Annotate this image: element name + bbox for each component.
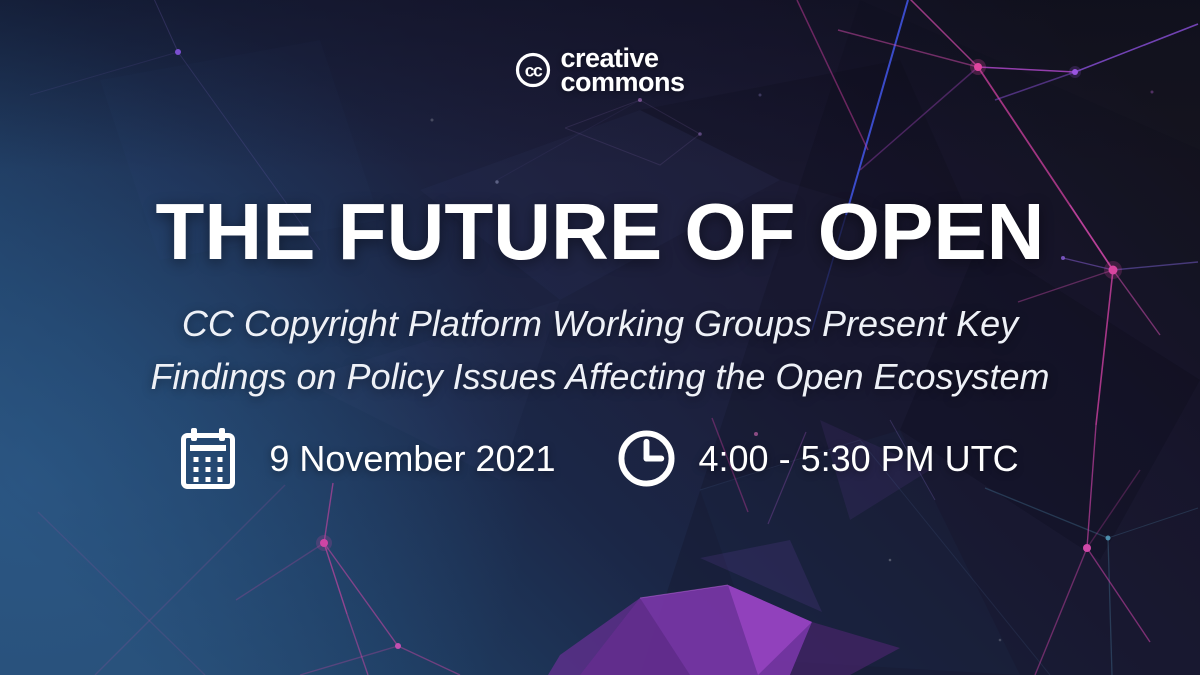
cc-logo-letters: cc [525, 61, 543, 81]
brand-logo: cc creative commons [0, 43, 1200, 98]
event-time: 4:00 - 5:30 PM UTC [698, 437, 1019, 479]
date-info: 9 November 2021 [181, 428, 556, 489]
brand-logo-line-1: creative [560, 43, 659, 73]
clock-icon [618, 430, 675, 487]
brand-logo-line-2: commons [560, 67, 685, 98]
event-info-row: 9 November 2021 4:00 - 5:30 PM UTC [0, 428, 1200, 489]
subtitle-line-1: CC Copyright Platform Working Groups Pre… [181, 303, 1019, 344]
event-subtitle: CC Copyright Platform Working Groups Pre… [0, 297, 1200, 403]
event-title: THE FUTURE OF OPEN [155, 187, 1045, 276]
cc-logo-icon: cc [516, 53, 551, 88]
brand-logo-text: creative commons [560, 43, 685, 98]
time-info: 4:00 - 5:30 PM UTC [618, 430, 1019, 487]
calendar-icon [181, 428, 236, 489]
subtitle-line-2: Findings on Policy Issues Affecting the … [150, 356, 1050, 397]
event-date: 9 November 2021 [269, 437, 556, 479]
